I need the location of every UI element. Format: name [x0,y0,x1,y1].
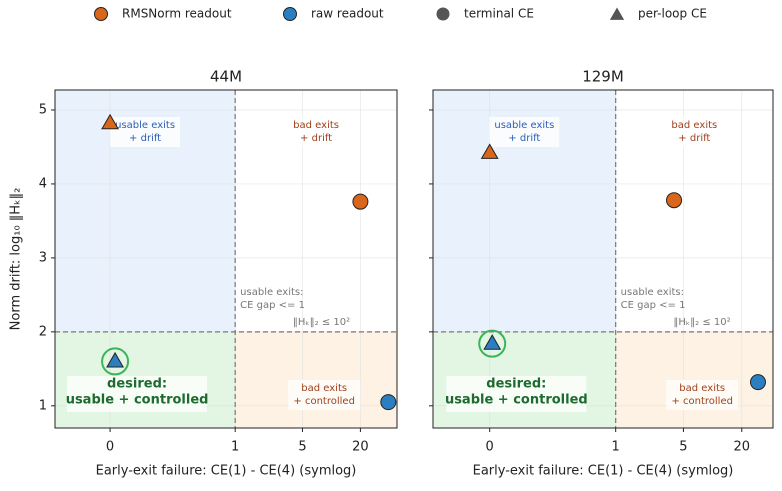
point [101,113,119,130]
chart-title: 44M [210,68,242,86]
quadrant-bad-controlled [615,331,773,428]
point [380,394,397,411]
y-tick-label: 3 [39,250,47,265]
highlight-ring [101,347,130,376]
annotation: usable exits [115,120,175,131]
legend-marker [94,7,108,21]
legend-label: terminal CE [464,7,534,21]
quadrant-bad-controlled [235,331,397,428]
annotation: desired: [486,377,546,392]
annotation: bad exits [301,383,347,394]
annotation-box [67,376,208,412]
highlight-ring [478,329,507,358]
x-tick-label: 0 [106,440,114,455]
legend-label: RMSNorm readout [122,7,232,21]
legend-label: raw readout [311,7,384,21]
annotation-box [446,376,587,412]
y-tick-label: 4 [39,176,47,191]
legend-label: per-loop CE [638,7,707,21]
annotation-box [110,117,181,147]
point [480,143,499,159]
annotation-box [281,117,352,147]
annotation: ‖Hₖ‖₂ ≤ 10² [293,317,350,328]
plot-frame [54,89,398,429]
point [666,192,683,209]
x-tick-label: 1 [231,440,239,455]
annotation: bad exits [671,120,717,131]
x-axis-label: Early-exit failure: CE(1) - CE(4) (symlo… [473,464,734,479]
x-tick-label: 1 [612,440,620,455]
annotation: + drift [508,133,540,144]
point [352,193,369,210]
x-tick-label: 0 [486,440,494,455]
annotation: + controlled [671,396,733,407]
x-tick-label: 5 [298,440,306,455]
x-tick-label: 20 [733,440,750,455]
annotation-box [659,117,730,147]
annotation: + controlled [293,396,355,407]
annotation: usable + controlled [445,393,588,408]
plot-frame [432,89,774,429]
annotation: CE gap <= 1 [240,300,305,311]
chart-title: 129M [582,68,624,86]
x-axis-label: Early-exit failure: CE(1) - CE(4) (symlo… [96,464,357,479]
annotation: usable + controlled [66,393,209,408]
legend-marker [436,7,450,21]
y-tick-label: 1 [39,398,47,413]
x-tick-label: 5 [679,440,687,455]
annotation-box [288,380,361,410]
annotation: desired: [107,377,167,392]
annotation: + drift [678,133,710,144]
y-axis-label: Norm drift: log₁₀ ‖Hₖ‖₂ [9,188,24,331]
annotation: usable exits: [621,287,684,298]
annotation: + drift [129,133,161,144]
point [106,351,124,368]
annotation: bad exits [293,120,339,131]
annotation: bad exits [679,383,725,394]
annotation: + drift [300,133,332,144]
annotation: usable exits [494,120,554,131]
annotation-box [489,117,560,147]
x-tick-label: 20 [352,440,369,455]
y-tick-label: 2 [39,324,47,339]
point [483,334,502,350]
legend-marker [283,7,297,21]
annotation: usable exits: [240,287,303,298]
annotation: CE gap <= 1 [621,300,686,311]
point [749,374,766,391]
annotation-box [666,380,739,410]
legend-marker [609,7,625,20]
annotation: ‖Hₖ‖₂ ≤ 10² [673,317,730,328]
y-tick-label: 5 [39,102,47,117]
